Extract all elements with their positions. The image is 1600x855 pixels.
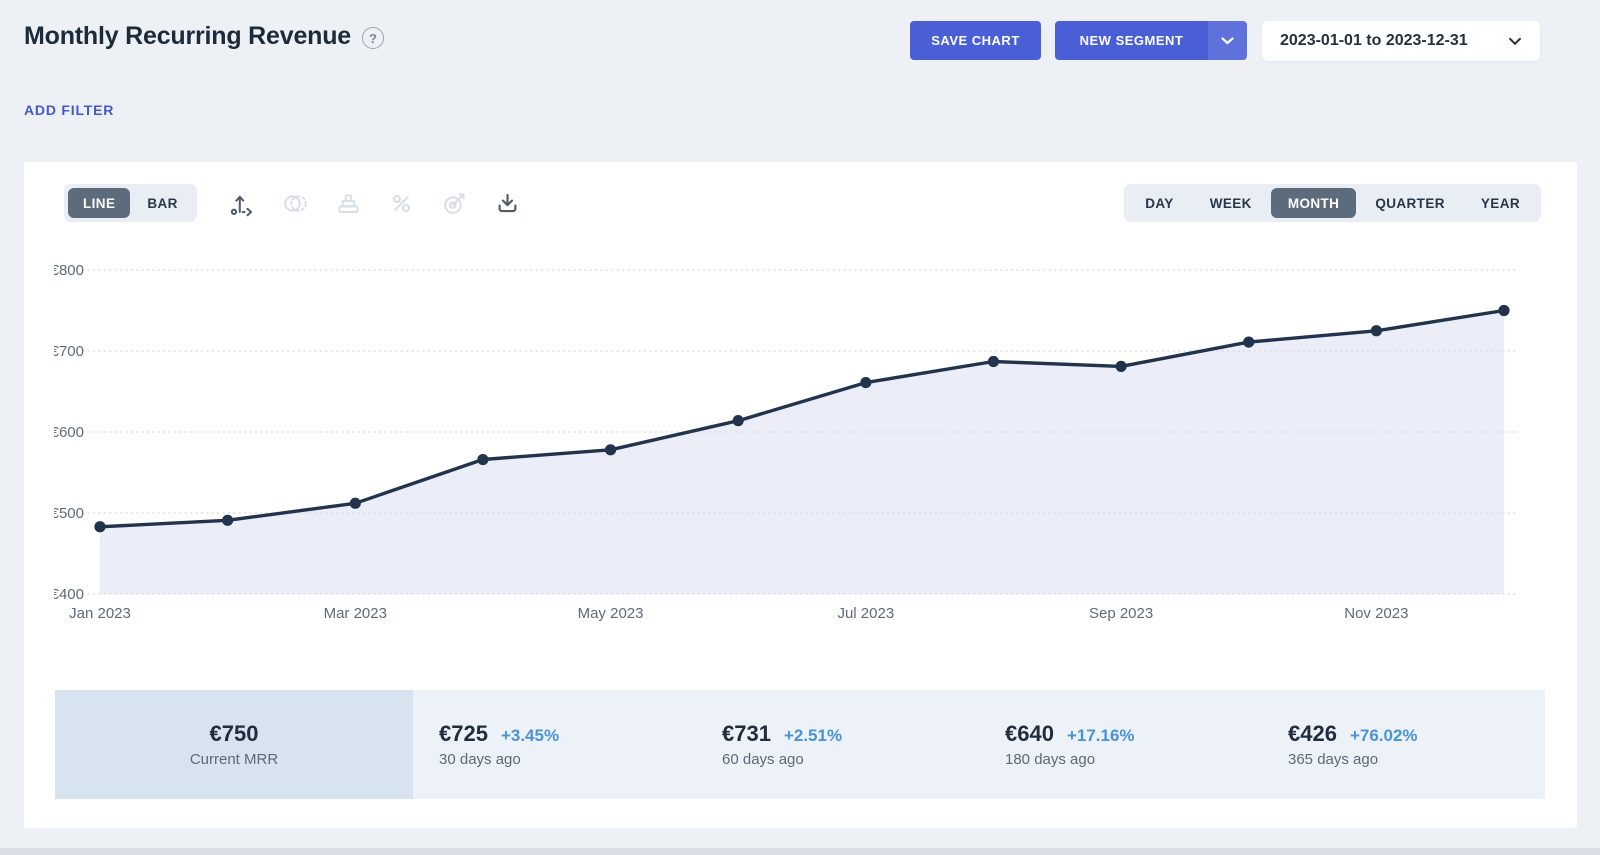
stat-60-days-ago[interactable]: €731 +2.51% 60 days ago xyxy=(696,690,979,799)
page-bottom-edge xyxy=(0,848,1600,855)
svg-text:€500: €500 xyxy=(54,505,84,522)
stat-label: 30 days ago xyxy=(439,751,521,768)
stat-30-days-ago[interactable]: €725 +3.45% 30 days ago xyxy=(413,690,696,799)
stat-label: Current MRR xyxy=(189,751,279,768)
svg-text:Sep 2023: Sep 2023 xyxy=(1089,605,1153,622)
svg-text:Mar 2023: Mar 2023 xyxy=(324,605,387,622)
page-title: Monthly Recurring Revenue xyxy=(24,22,351,50)
svg-text:€700: €700 xyxy=(54,343,84,360)
date-range-select[interactable]: 2023-01-01 to 2023-12-31 xyxy=(1262,21,1540,61)
chart-tools xyxy=(229,189,522,217)
stacked-layers-icon xyxy=(338,193,359,213)
chevron-down-icon xyxy=(1509,37,1521,45)
stat-180-days-ago[interactable]: €640 +17.16% 180 days ago xyxy=(979,690,1262,799)
goals-button[interactable] xyxy=(441,189,469,217)
period-week-button[interactable]: WEEK xyxy=(1209,195,1252,211)
stat-label: 60 days ago xyxy=(722,751,804,768)
svg-text:€800: €800 xyxy=(54,262,84,279)
chart-type-line-button[interactable]: LINE xyxy=(68,188,131,218)
axis-scale-button[interactable] xyxy=(229,189,257,217)
axis-scale-icon xyxy=(231,195,253,216)
stat-365-days-ago[interactable]: €426 +76.02% 365 days ago xyxy=(1262,690,1545,799)
stat-percent-change: +17.16% xyxy=(1066,726,1135,745)
compare-segments-button[interactable] xyxy=(282,189,310,217)
period-toggle: DAY WEEK MONTH QUARTER YEAR xyxy=(1124,184,1541,222)
stat-current-mrr[interactable]: €750 Current MRR xyxy=(55,690,413,799)
chevron-down-icon xyxy=(1221,36,1234,44)
download-icon xyxy=(498,193,517,212)
period-day-button[interactable]: DAY xyxy=(1145,195,1174,211)
percent-icon xyxy=(393,194,411,212)
page-header: Monthly Recurring Revenue ? xyxy=(24,22,384,51)
stat-value: €731 xyxy=(722,721,771,746)
stat-percent-change: +2.51% xyxy=(783,726,843,745)
stat-value: €640 xyxy=(1005,721,1054,746)
venn-compare-icon xyxy=(284,194,308,212)
period-year-button[interactable]: YEAR xyxy=(1480,195,1520,211)
stat-label: 180 days ago xyxy=(1005,751,1096,768)
period-quarter-button[interactable]: QUARTER xyxy=(1375,195,1445,211)
svg-text:€400: €400 xyxy=(54,586,84,603)
mrr-line-chart[interactable]: €400 €500 €600 €700 €800 Jan 2023 Mar 2023 May … xyxy=(54,258,1520,630)
new-segment-button[interactable]: NEW SEGMENT xyxy=(1055,21,1208,60)
stat-value: €750 xyxy=(209,721,259,746)
help-icon[interactable]: ? xyxy=(362,27,384,49)
chart-type-toggle: LINE BAR xyxy=(64,184,197,222)
mrr-stats-strip: €750 Current MRR €725 +3.45% 30 days ago… xyxy=(55,690,1545,799)
stat-value: €725 xyxy=(439,721,488,746)
chart-card: LINE BAR xyxy=(24,162,1577,828)
chart-type-bar-button[interactable]: BAR xyxy=(147,195,178,211)
svg-text:Nov 2023: Nov 2023 xyxy=(1344,605,1408,622)
new-segment-split-button[interactable]: NEW SEGMENT xyxy=(1055,21,1247,60)
goal-target-icon xyxy=(444,192,466,214)
stat-value: €426 xyxy=(1288,721,1337,746)
period-month-button[interactable]: MONTH xyxy=(1270,188,1357,218)
svg-text:May 2023: May 2023 xyxy=(578,605,644,622)
save-chart-button[interactable]: SAVE CHART xyxy=(910,21,1041,60)
svg-text:Jan 2023: Jan 2023 xyxy=(69,605,131,622)
cohorts-button[interactable] xyxy=(335,189,363,217)
stat-label: 365 days ago xyxy=(1288,751,1379,768)
percentage-button[interactable] xyxy=(388,189,416,217)
stat-percent-change: +3.45% xyxy=(500,726,560,745)
new-segment-dropdown-button[interactable] xyxy=(1208,21,1247,60)
download-export-button[interactable] xyxy=(494,189,522,217)
add-filter-link[interactable]: ADD FILTER xyxy=(24,102,115,118)
chart-toolbar: LINE BAR xyxy=(64,184,1541,222)
svg-text:€600: €600 xyxy=(54,424,84,441)
date-range-value: 2023-01-01 to 2023-12-31 xyxy=(1280,32,1468,49)
stat-percent-change: +76.02% xyxy=(1349,726,1418,745)
svg-text:Jul 2023: Jul 2023 xyxy=(837,605,894,622)
